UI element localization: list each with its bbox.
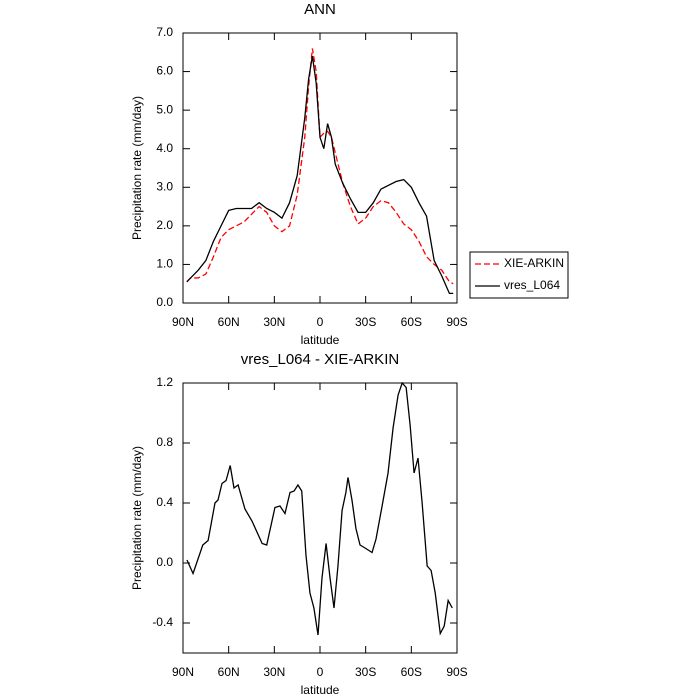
- y-tick-label: 0.0: [156, 295, 173, 309]
- y-tick-label: 2.0: [156, 218, 173, 232]
- x-tick-label: 30N: [263, 665, 285, 679]
- x-axis-label: latitude: [301, 683, 340, 697]
- legend-label: vres_L064: [504, 278, 560, 292]
- x-axis-label: latitude: [301, 333, 340, 347]
- data-line: [186, 381, 453, 636]
- x-tick-label: 0: [317, 665, 324, 679]
- x-tick-label: 30S: [355, 665, 376, 679]
- plot-frame: [182, 382, 458, 654]
- x-tick-label: 30N: [263, 315, 285, 329]
- x-tick-label: 90N: [172, 315, 194, 329]
- data-line: [186, 56, 454, 295]
- y-axis-label: Precipitation rate (mm/day): [130, 96, 144, 240]
- y-tick-label: 7.0: [156, 25, 173, 39]
- x-tick-label: 90S: [446, 665, 467, 679]
- y-tick-label: 6.0: [156, 64, 173, 78]
- y-tick-label: 1.2: [156, 375, 173, 389]
- y-tick-label: 4.0: [156, 141, 173, 155]
- x-tick-label: 0: [317, 315, 324, 329]
- legend-box: [469, 251, 569, 299]
- y-tick-label: 0.0: [156, 555, 173, 569]
- x-tick-label: 30S: [355, 315, 376, 329]
- y-tick-label: 5.0: [156, 102, 173, 116]
- x-tick-label: 60S: [401, 315, 422, 329]
- x-tick-label: 60N: [218, 315, 240, 329]
- y-tick-label: 3.0: [156, 179, 173, 193]
- chart-title: ANN: [304, 1, 336, 18]
- x-tick-label: 90S: [446, 315, 467, 329]
- chart-title: vres_L064 - XIE-ARKIN: [241, 351, 399, 368]
- y-axis-label: Precipitation rate (mm/day): [130, 446, 144, 590]
- x-tick-label: 60N: [218, 665, 240, 679]
- plot-frame: [182, 32, 458, 304]
- y-tick-label: -0.4: [152, 615, 173, 629]
- y-tick-label: 0.8: [156, 435, 173, 449]
- data-line: [186, 48, 454, 285]
- y-tick-label: 0.4: [156, 495, 173, 509]
- y-tick-label: 1.0: [156, 257, 173, 271]
- x-tick-label: 90N: [172, 665, 194, 679]
- legend-label: XIE-ARKIN: [504, 256, 564, 270]
- x-tick-label: 60S: [401, 665, 422, 679]
